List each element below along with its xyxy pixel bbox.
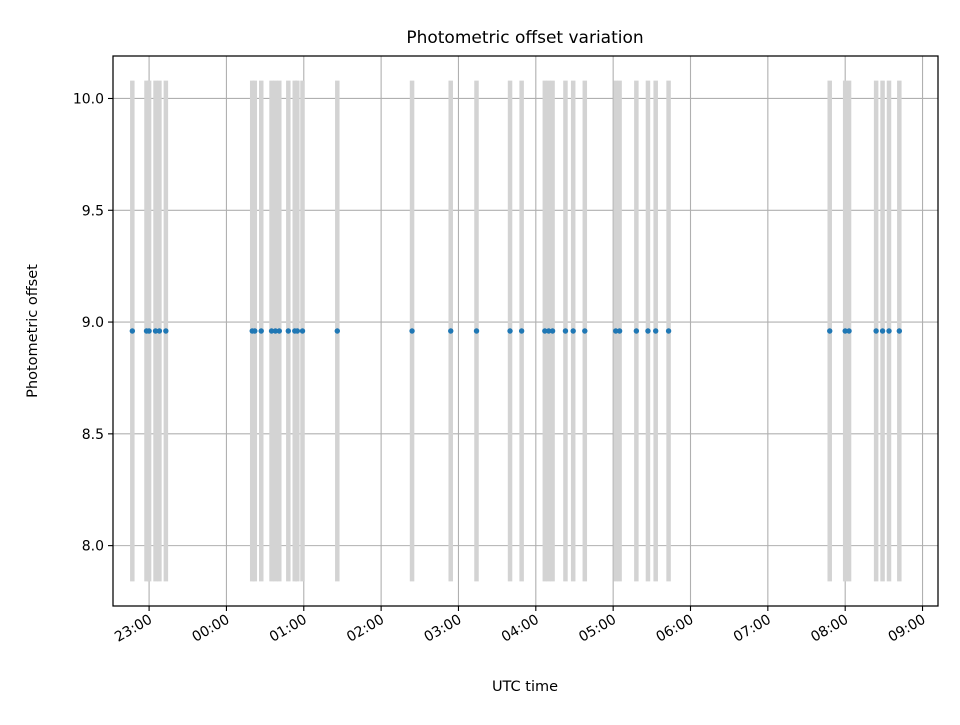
data-point bbox=[152, 328, 159, 334]
data-point bbox=[409, 328, 415, 334]
data-point bbox=[846, 328, 852, 334]
x-axis-label: UTC time bbox=[492, 679, 558, 695]
x-ticks: 23:00 00:00 01:00 02:00 03:00 04:00 05:00 06:00… bbox=[112, 606, 929, 646]
data-point bbox=[645, 328, 651, 334]
data-point bbox=[896, 328, 903, 334]
data-point bbox=[272, 328, 279, 334]
y-ticks: 8.0 8.5 9.0 9.5 10.0 bbox=[73, 91, 113, 555]
data-point bbox=[448, 328, 454, 334]
data-point bbox=[665, 328, 672, 334]
x-tick-label: 02:00 bbox=[344, 612, 387, 646]
data-point bbox=[163, 328, 169, 334]
x-tick-label: 08:00 bbox=[808, 612, 851, 646]
x-tick-label: 09:00 bbox=[886, 612, 929, 646]
data-point bbox=[334, 328, 340, 334]
x-tick-label: 06:00 bbox=[654, 612, 697, 646]
x-tick-label: 03:00 bbox=[422, 612, 465, 646]
data-point bbox=[518, 328, 525, 334]
chart-title: Photometric offset variation bbox=[406, 28, 643, 48]
x-tick-label: 04:00 bbox=[499, 612, 542, 646]
y-tick-label: 10.0 bbox=[73, 91, 104, 107]
data-point bbox=[258, 328, 264, 334]
y-tick-label: 9.5 bbox=[82, 203, 104, 219]
data-point bbox=[507, 328, 513, 334]
data-point bbox=[546, 328, 552, 334]
data-point bbox=[873, 328, 879, 334]
data-point bbox=[549, 328, 556, 334]
x-tick-label: 00:00 bbox=[189, 612, 232, 646]
grid-layer bbox=[113, 56, 938, 606]
data-point bbox=[633, 328, 640, 334]
data-point bbox=[146, 328, 152, 334]
data-point bbox=[473, 328, 480, 334]
y-axis-label: Photometric offset bbox=[25, 264, 41, 398]
data-point bbox=[613, 328, 619, 334]
data-point bbox=[842, 328, 848, 334]
data-point bbox=[582, 328, 588, 334]
x-tick-label: 01:00 bbox=[267, 612, 310, 646]
x-tick-label: 23:00 bbox=[112, 612, 155, 646]
data-point bbox=[268, 328, 275, 334]
data-point bbox=[276, 328, 282, 334]
data-point bbox=[827, 328, 833, 334]
data-point bbox=[299, 328, 306, 334]
data-point bbox=[285, 328, 292, 334]
error-bar-layer bbox=[130, 80, 902, 582]
data-point bbox=[879, 328, 886, 334]
data-point bbox=[886, 328, 892, 334]
data-point bbox=[652, 328, 659, 334]
data-point bbox=[294, 328, 301, 334]
x-tick-label: 05:00 bbox=[576, 612, 619, 646]
data-point bbox=[562, 328, 569, 334]
y-tick-label: 8.0 bbox=[82, 539, 104, 555]
data-point bbox=[616, 328, 623, 334]
y-tick-label: 8.5 bbox=[82, 427, 104, 443]
data-point bbox=[542, 328, 548, 334]
x-tick-label: 07:00 bbox=[731, 612, 774, 646]
y-tick-label: 9.0 bbox=[82, 315, 104, 331]
data-points-layer bbox=[129, 328, 903, 334]
data-point bbox=[129, 328, 136, 334]
data-point bbox=[156, 328, 163, 334]
data-point bbox=[570, 328, 576, 334]
axes-frame bbox=[112, 55, 939, 607]
data-point bbox=[252, 328, 258, 334]
